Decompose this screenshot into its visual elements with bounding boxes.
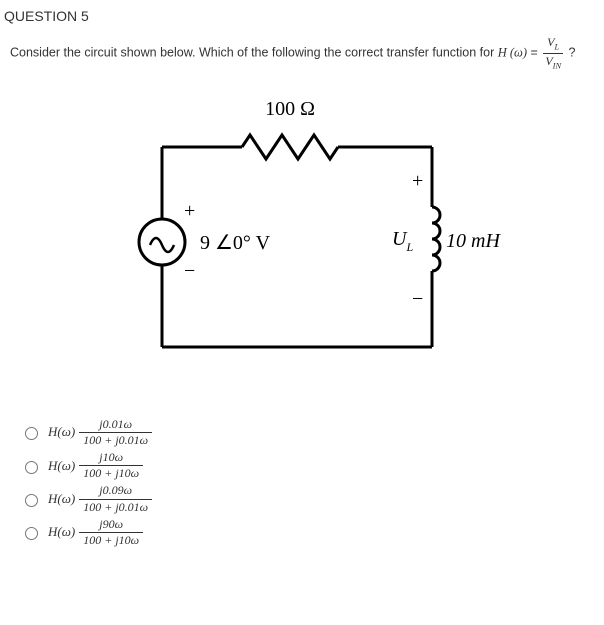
- resistor-label: 100 Ω: [265, 98, 315, 120]
- option-c-formula: H(ω) j0.09ω 100 + j0.01ω: [48, 484, 152, 513]
- prompt-text: Consider the circuit shown below. Which …: [10, 46, 498, 60]
- vl-minus: −: [412, 288, 423, 310]
- option-d-radio[interactable]: [25, 527, 38, 540]
- option-d-formula: H(ω) j90ω 100 + j10ω: [48, 518, 143, 547]
- question-mark: ?: [569, 46, 576, 60]
- source-label: 9 ∠0° V: [200, 232, 271, 254]
- src-minus: −: [184, 260, 195, 282]
- inductor-label: 10 mH: [446, 230, 501, 252]
- frac-num-sub: L: [555, 42, 560, 51]
- frac-den-sub: IN: [553, 61, 561, 70]
- option-b-formula: H(ω) j10ω 100 + j10ω: [48, 451, 143, 480]
- option-a[interactable]: H(ω) j0.01ω 100 + j0.01ω: [20, 418, 604, 447]
- question-label: QUESTION 5: [0, 0, 604, 32]
- src-plus: +: [184, 200, 195, 222]
- option-a-formula: H(ω) j0.01ω 100 + j0.01ω: [48, 418, 152, 447]
- frac-num-v: V: [547, 35, 554, 49]
- option-b-radio[interactable]: [25, 461, 38, 474]
- equals-sign: =: [531, 46, 542, 60]
- transfer-function-fraction: VL VIN: [543, 36, 563, 71]
- vl-plus: +: [412, 170, 423, 192]
- vl-label: UL: [392, 228, 413, 254]
- option-c[interactable]: H(ω) j0.09ω 100 + j0.01ω: [20, 484, 604, 513]
- transfer-function-symbol: H (ω): [498, 46, 527, 60]
- circuit-diagram: + − 100 Ω 9 ∠0° V UL 10 mH + −: [0, 81, 604, 410]
- option-a-radio[interactable]: [25, 427, 38, 440]
- option-c-radio[interactable]: [25, 494, 38, 507]
- answer-options: H(ω) j0.01ω 100 + j0.01ω H(ω) j10ω 100 +…: [0, 410, 604, 564]
- option-d[interactable]: H(ω) j90ω 100 + j10ω: [20, 518, 604, 547]
- option-b[interactable]: H(ω) j10ω 100 + j10ω: [20, 451, 604, 480]
- question-prompt: Consider the circuit shown below. Which …: [0, 32, 604, 81]
- frac-den-v: V: [545, 54, 552, 68]
